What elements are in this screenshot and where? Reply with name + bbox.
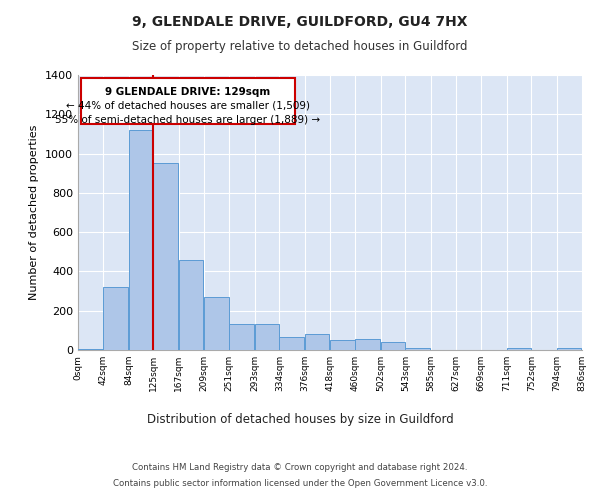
Text: Distribution of detached houses by size in Guildford: Distribution of detached houses by size … xyxy=(146,412,454,426)
Bar xyxy=(254,324,280,350)
Bar xyxy=(506,348,532,350)
Text: Size of property relative to detached houses in Guildford: Size of property relative to detached ho… xyxy=(132,40,468,53)
Text: ← 44% of detached houses are smaller (1,509): ← 44% of detached houses are smaller (1,… xyxy=(66,101,310,111)
Bar xyxy=(305,334,329,350)
Text: 9 GLENDALE DRIVE: 129sqm: 9 GLENDALE DRIVE: 129sqm xyxy=(106,87,271,97)
Bar xyxy=(179,260,203,350)
Bar xyxy=(78,349,103,350)
Bar xyxy=(128,130,154,350)
Bar xyxy=(229,324,254,350)
Bar xyxy=(557,348,581,350)
Text: Contains HM Land Registry data © Crown copyright and database right 2024.: Contains HM Land Registry data © Crown c… xyxy=(132,464,468,472)
Bar xyxy=(280,337,304,350)
Bar xyxy=(330,340,355,350)
Y-axis label: Number of detached properties: Number of detached properties xyxy=(29,125,40,300)
Text: 55% of semi-detached houses are larger (1,889) →: 55% of semi-detached houses are larger (… xyxy=(55,115,320,125)
Bar xyxy=(355,339,380,350)
Bar xyxy=(204,297,229,350)
Bar xyxy=(380,342,406,350)
Text: Contains public sector information licensed under the Open Government Licence v3: Contains public sector information licen… xyxy=(113,478,487,488)
Bar xyxy=(154,164,178,350)
FancyBboxPatch shape xyxy=(81,78,295,124)
Text: 9, GLENDALE DRIVE, GUILDFORD, GU4 7HX: 9, GLENDALE DRIVE, GUILDFORD, GU4 7HX xyxy=(132,15,468,29)
Bar xyxy=(406,348,430,350)
Bar xyxy=(103,287,128,350)
